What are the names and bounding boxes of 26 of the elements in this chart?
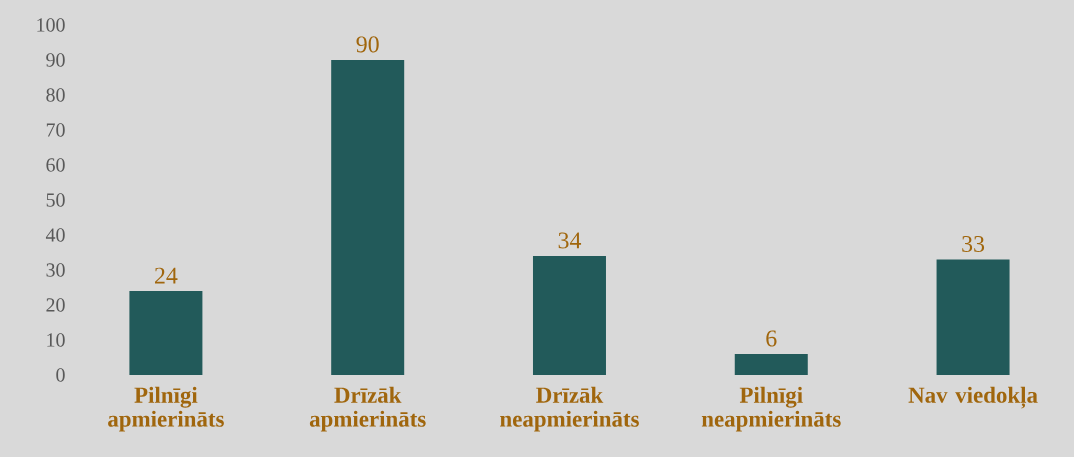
y-tick-label: 20 [46,298,65,312]
x-tick-label: Pilnīgi neapmierināts [701,386,841,432]
x-tick-label: Drīzāk neapmierināts [500,386,639,432]
bar [129,290,203,375]
data-label: 33 [962,235,985,252]
y-tick-label: 100 [37,18,65,32]
y-tick-label: 90 [46,53,65,67]
y-tick-label: 80 [46,88,65,102]
bar [331,59,405,375]
data-label: 24 [155,267,178,284]
y-tick-label: 30 [46,263,65,277]
data-label: 6 [766,330,777,347]
x-tick-label: Nav viedokļa [908,386,1038,409]
y-tick-label: 0 [56,368,65,382]
y-tick-label: 70 [46,123,65,137]
bar [532,255,606,375]
bar [734,353,808,375]
y-tick-label: 50 [46,193,65,207]
y-tick-label: 60 [46,158,65,172]
y-tick-label: 10 [47,333,65,347]
data-label: 34 [558,232,582,249]
bar [936,259,1010,375]
x-tick-label: Drīzāk apmierināts [309,386,426,432]
x-tick-label: Pilnīgi apmierināts [108,386,224,432]
data-label: 90 [356,36,379,53]
y-tick-label: 40 [45,228,65,242]
